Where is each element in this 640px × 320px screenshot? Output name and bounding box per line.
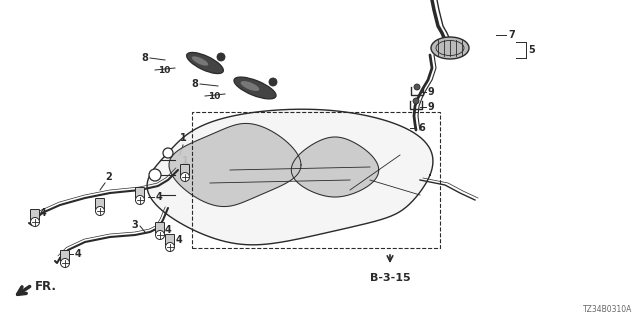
Circle shape <box>163 148 173 158</box>
Text: 4: 4 <box>176 235 183 245</box>
Text: 1: 1 <box>182 156 188 166</box>
Circle shape <box>149 169 161 181</box>
Circle shape <box>61 259 70 268</box>
Text: 4: 4 <box>165 225 172 235</box>
FancyBboxPatch shape <box>31 210 40 220</box>
Ellipse shape <box>431 37 469 59</box>
Ellipse shape <box>187 52 223 74</box>
Text: 8: 8 <box>191 79 198 89</box>
FancyBboxPatch shape <box>61 251 70 261</box>
Circle shape <box>269 78 277 86</box>
Text: 10: 10 <box>208 92 220 100</box>
Text: 10: 10 <box>158 66 170 75</box>
Text: B-3-15: B-3-15 <box>370 273 410 283</box>
Polygon shape <box>291 137 379 197</box>
Text: 1: 1 <box>180 133 186 143</box>
Circle shape <box>414 84 420 90</box>
Text: 9: 9 <box>428 102 435 112</box>
Bar <box>192 112 440 248</box>
FancyBboxPatch shape <box>156 222 164 234</box>
FancyBboxPatch shape <box>95 198 104 210</box>
Ellipse shape <box>241 81 259 91</box>
Ellipse shape <box>234 77 276 99</box>
Polygon shape <box>147 109 433 245</box>
Text: 2: 2 <box>105 172 112 182</box>
FancyBboxPatch shape <box>166 235 175 245</box>
Polygon shape <box>169 124 301 206</box>
FancyBboxPatch shape <box>136 188 145 198</box>
Circle shape <box>166 243 175 252</box>
Circle shape <box>31 218 40 227</box>
Text: 8: 8 <box>141 53 148 63</box>
FancyBboxPatch shape <box>180 164 189 175</box>
Text: TZ34B0310A: TZ34B0310A <box>582 305 632 314</box>
Text: FR.: FR. <box>35 279 57 292</box>
Circle shape <box>217 53 225 61</box>
Circle shape <box>136 196 145 204</box>
Text: 3: 3 <box>131 220 138 230</box>
Text: 6: 6 <box>418 123 425 133</box>
Text: 4: 4 <box>75 249 82 259</box>
Text: 5: 5 <box>528 45 535 55</box>
Text: 4: 4 <box>40 208 47 218</box>
Circle shape <box>156 230 164 239</box>
Circle shape <box>413 98 419 104</box>
Text: 9: 9 <box>428 87 435 97</box>
Text: 4: 4 <box>156 192 163 202</box>
Circle shape <box>95 206 104 215</box>
Circle shape <box>180 172 189 181</box>
Text: 7: 7 <box>508 30 515 40</box>
Ellipse shape <box>192 56 208 66</box>
